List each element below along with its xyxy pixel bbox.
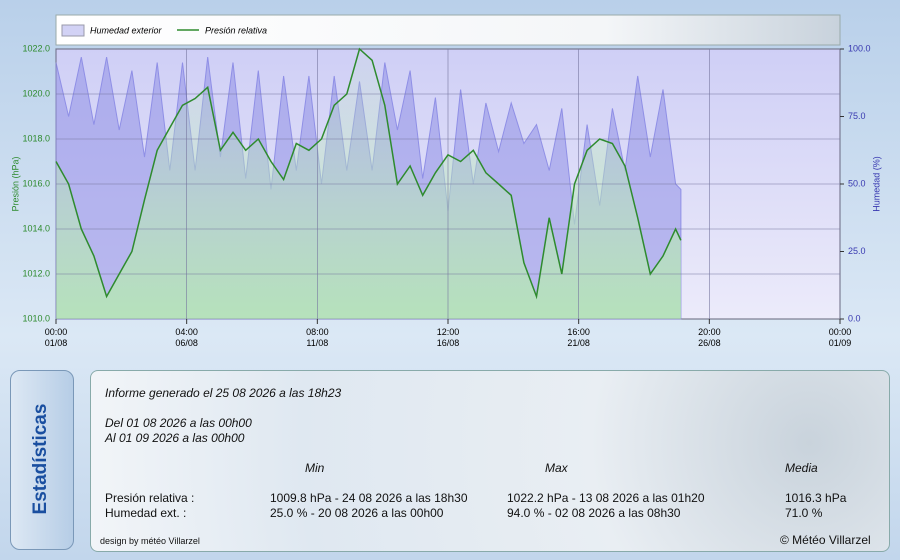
y-tick-label: 1016.0 [22,178,50,188]
legend-label: Presión relativa [205,25,267,35]
stat-value: 1009.8 hPa - 24 08 2026 a las 18h30 [270,491,468,505]
column-header: Media [785,461,818,475]
report-text: Informe generado el 25 08 2026 a las 18h… [105,386,342,400]
y-tick-label: 1020.0 [22,88,50,98]
x-tick-label: 08:00 11/08 [306,327,329,348]
legend-swatch [61,24,85,37]
y-tick-label: 1012.0 [22,268,50,278]
stat-value: 25.0 % - 20 08 2026 a las 00h00 [270,506,444,520]
column-header: Min [305,461,325,475]
x-tick-label: 16:00 21/08 [567,327,590,348]
legend-box [55,14,841,46]
design-credit: design by météo Villarzel [100,536,200,546]
stats-panel [90,370,890,552]
x-tick-label: 00:00 01/09 [828,327,852,348]
x-tick-label: 12:00 16/08 [436,327,460,348]
side-title: Estadísticas [30,403,51,515]
x-tick-label: 20:00 26/08 [698,327,721,348]
side-panel [10,370,74,550]
x-tick-label: 04:00 06/08 [175,327,198,348]
y-axis-title: Presión (hPa) [10,156,20,211]
stat-value: 1016.3 hPa [785,491,847,505]
stat-label: Presión relativa : [105,491,195,505]
y-tick-label: 1014.0 [22,223,50,233]
stat-value: 94.0 % - 02 08 2026 a las 08h30 [507,506,681,520]
chart: Presión (hPa) Humedad (%) 1010.0 1012.0 10… [10,14,881,324]
to-text: Al 01 09 2026 a las 00h00 [105,431,245,445]
copyright: © Météo Villarzel [780,533,871,547]
y-tick-label: 1010.0 [22,313,50,323]
y2-tick-label: 25.0 [848,246,866,256]
from-text: Del 01 08 2026 a las 00h00 [105,416,252,430]
grid [55,48,841,320]
y2-tick-label: 100.0 [848,43,871,53]
legend-label: Humedad exterior [90,25,163,35]
y2-tick-label: 75.0 [848,111,866,121]
y2-axis-title: Humedad (%) [871,156,881,212]
y-tick-label: 1022.0 [22,43,50,53]
y2-tick-label: 0.0 [848,313,861,323]
column-header: Max [545,461,568,475]
y2-tick-label: 50.0 [848,178,866,188]
stat-value: 1022.2 hPa - 13 08 2026 a las 01h20 [507,491,705,505]
pressure-line [55,47,682,300]
stat-label: Humedad ext. : [105,506,187,520]
stat-value: 71.0 % [785,506,823,520]
x-tick-label: 00:00 01/08 [44,327,68,348]
y-tick-label: 1018.0 [22,133,50,143]
